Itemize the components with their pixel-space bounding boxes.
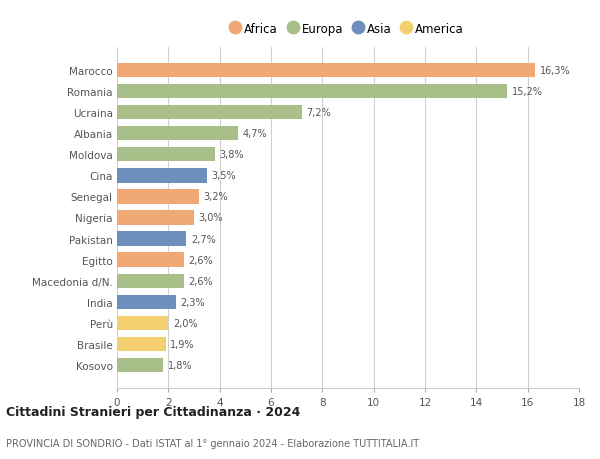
Text: 2,0%: 2,0%: [173, 318, 197, 328]
Bar: [117, 337, 166, 352]
Text: 1,8%: 1,8%: [168, 360, 193, 370]
Text: PROVINCIA DI SONDRIO - Dati ISTAT al 1° gennaio 2024 - Elaborazione TUTTITALIA.I: PROVINCIA DI SONDRIO - Dati ISTAT al 1° …: [6, 438, 419, 448]
Text: 3,8%: 3,8%: [219, 150, 244, 160]
Text: 3,2%: 3,2%: [204, 192, 229, 202]
Bar: [117, 127, 238, 141]
Text: 4,7%: 4,7%: [242, 129, 267, 139]
Text: 1,9%: 1,9%: [170, 339, 195, 349]
Text: 2,7%: 2,7%: [191, 234, 215, 244]
Bar: [117, 358, 163, 372]
Text: Cittadini Stranieri per Cittadinanza · 2024: Cittadini Stranieri per Cittadinanza · 2…: [6, 405, 301, 419]
Bar: [117, 169, 207, 183]
Bar: [117, 274, 184, 288]
Text: 2,6%: 2,6%: [188, 276, 213, 286]
Bar: [117, 295, 176, 309]
Bar: [117, 316, 169, 330]
Text: 3,5%: 3,5%: [211, 171, 236, 181]
Bar: [117, 253, 184, 267]
Text: 7,2%: 7,2%: [307, 108, 331, 118]
Text: 15,2%: 15,2%: [512, 87, 542, 97]
Bar: [117, 232, 187, 246]
Text: 3,0%: 3,0%: [199, 213, 223, 223]
Bar: [117, 190, 199, 204]
Text: 2,3%: 2,3%: [181, 297, 205, 307]
Text: 16,3%: 16,3%: [540, 66, 571, 76]
Text: 2,6%: 2,6%: [188, 255, 213, 265]
Legend: Africa, Europa, Asia, America: Africa, Europa, Asia, America: [230, 20, 466, 38]
Bar: [117, 148, 215, 162]
Bar: [117, 64, 535, 78]
Bar: [117, 84, 507, 99]
Bar: [117, 106, 302, 120]
Bar: [117, 211, 194, 225]
